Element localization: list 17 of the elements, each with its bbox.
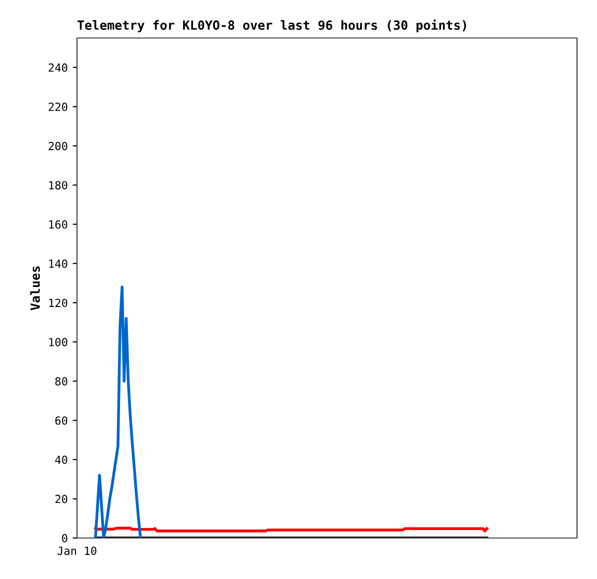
y-tick-label: 20 — [55, 494, 68, 504]
text: Jan 10 — [58, 546, 96, 555]
y-tick-label: 160 — [49, 220, 68, 229]
y-tick-label: 220 — [48, 102, 68, 112]
y-tick-label: 200 — [48, 142, 68, 150]
y-tick-label: 60 — [55, 416, 68, 425]
y-tick-label: 0 — [62, 534, 68, 542]
y-tick-label: 240 — [48, 63, 68, 72]
y-tick-label: 180 — [49, 181, 68, 190]
y-tick-label: 80 — [55, 377, 68, 386]
chart-title: Telemetry for KL0YO-8 over last 96 hours (30 points) — [78, 20, 466, 32]
y-tick-label: 100 — [49, 338, 68, 346]
line-series — [94, 286, 142, 538]
y-tick-label: 140 — [49, 259, 68, 268]
y-tick-label: 40 — [55, 456, 68, 464]
y-axis-title: Values — [30, 266, 40, 310]
y-tick-label: 120 — [49, 298, 68, 308]
